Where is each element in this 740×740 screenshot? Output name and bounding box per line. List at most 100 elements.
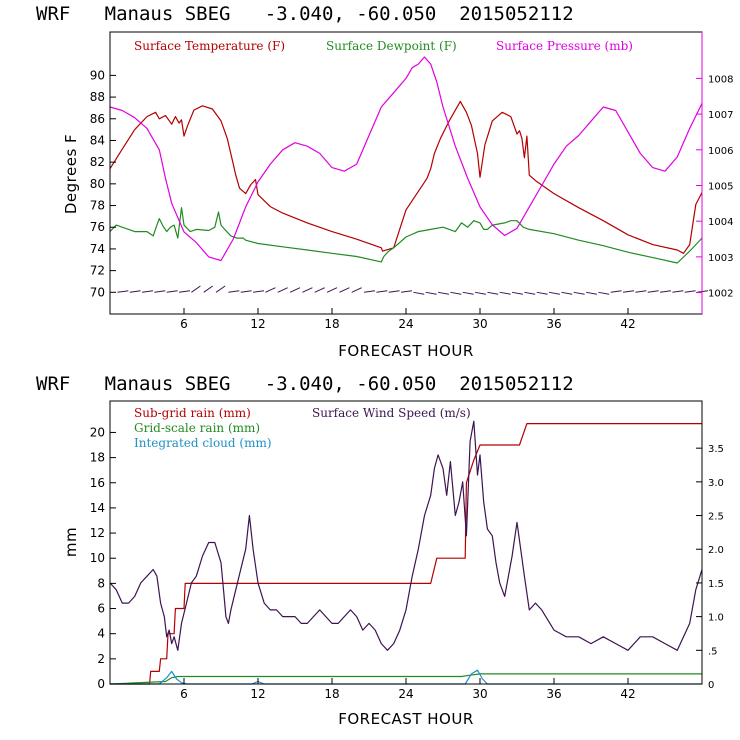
x-tick-label: 6 <box>180 317 188 331</box>
x-tick-label: 36 <box>546 687 561 701</box>
wind-barb <box>524 291 536 295</box>
wind-barb <box>561 291 573 295</box>
wind-barb <box>659 290 672 293</box>
wind-barb <box>548 291 560 295</box>
y-tick-label: 74 <box>90 242 105 256</box>
wind-barb <box>450 291 462 295</box>
wind-barbs <box>117 285 709 295</box>
legend-integrated-cloud: Integrated cloud (mm) <box>134 436 272 450</box>
series-line-integrated-cloud <box>110 669 702 685</box>
y-tick-label: 2 <box>97 652 105 666</box>
y2-tick-label: 2.5 <box>708 512 724 523</box>
wind-barb <box>166 290 178 293</box>
panel1-y-axis-label: Degrees F <box>62 134 80 214</box>
wind-barb <box>573 291 585 295</box>
legend-surface-temperature: Surface Temperature (F) <box>134 39 285 53</box>
y-tick-label: 90 <box>90 68 105 82</box>
wind-barb <box>141 290 154 293</box>
y-tick-label: 4 <box>97 627 105 641</box>
wind-barb <box>154 290 166 293</box>
wind-barb <box>647 290 659 293</box>
y2-tick-label: 1002 <box>708 289 733 300</box>
wind-barb <box>437 291 449 295</box>
panel2-x-axis-label: FORECAST HOUR <box>338 710 474 728</box>
y2-tick-label: 1005 <box>708 181 733 192</box>
panel2-legend: Sub-grid rain (mm) Grid-scale rain (mm) … <box>134 406 471 450</box>
y-tick-label: 82 <box>90 155 105 169</box>
y-tick-label: 86 <box>90 112 105 126</box>
wind-barb <box>585 291 597 295</box>
wind-barb <box>388 290 400 293</box>
x-tick-label: 42 <box>620 317 635 331</box>
wind-barb <box>672 290 684 293</box>
y-tick-label: 72 <box>90 264 105 278</box>
x-tick-label: 24 <box>398 687 413 701</box>
panel2-ticks: 6 12 18 24 30 36 42024681012141618200.51.01.52… <box>90 425 724 701</box>
y-tick-label: 14 <box>90 501 105 515</box>
panel1-title: WRF Manaus SBEG -3.040, -60.050 20150521… <box>36 3 574 25</box>
y2-tick-label: 1.0 <box>708 613 724 624</box>
series-line-surface-temperature <box>109 100 703 254</box>
legend-subgrid-rain: Sub-grid rain (mm) <box>134 406 251 420</box>
wind-barb <box>117 290 129 293</box>
temperature-panel: WRF Manaus SBEG -3.040, -60.050 20150521… <box>36 3 733 360</box>
series-line-surface-wind-speed <box>109 420 703 651</box>
wind-barb <box>178 290 191 293</box>
y-tick-label: 8 <box>97 576 105 590</box>
series-line-surface-pressure <box>109 56 703 262</box>
y2-tick-label: 2.0 <box>708 545 724 556</box>
x-tick-label: 30 <box>472 687 487 701</box>
wind-barb <box>302 287 313 293</box>
wind-barb <box>610 290 622 293</box>
x-tick-label: 12 <box>250 317 265 331</box>
wind-barb <box>339 287 350 293</box>
panel2-frame <box>109 400 703 685</box>
wind-barb <box>487 291 499 295</box>
y-tick-label: 78 <box>90 199 105 213</box>
wind-barb <box>635 290 647 293</box>
wind-barb <box>462 291 474 295</box>
wind-barb <box>265 287 276 293</box>
y2-tick-label: 1006 <box>708 146 733 157</box>
y-tick-label: 16 <box>90 476 105 490</box>
wind-barb <box>191 285 201 293</box>
y2-tick-label: 1003 <box>708 253 733 264</box>
wind-barb <box>314 287 325 293</box>
x-tick-label: 30 <box>472 317 487 331</box>
wind-barb <box>598 291 610 295</box>
wind-barb <box>240 290 252 293</box>
x-tick-label: 12 <box>250 687 265 701</box>
y-tick-label: 70 <box>90 285 105 299</box>
precipitation-panel: WRF Manaus SBEG -3.040, -60.050 20150521… <box>36 373 724 728</box>
legend-surface-wind-speed: Surface Wind Speed (m/s) <box>312 406 471 420</box>
legend-gridscale-rain: Grid-scale rain (mm) <box>134 421 260 435</box>
x-tick-label: 6 <box>180 687 188 701</box>
y2-tick-label: 1007 <box>708 110 733 121</box>
y-tick-label: 6 <box>97 602 105 616</box>
y2-tick-label: 3.5 <box>708 444 724 455</box>
wind-barb <box>511 291 523 295</box>
x-tick-label: 42 <box>620 687 635 701</box>
series-line-grid-scale-rain <box>109 673 702 685</box>
wind-barb <box>363 290 376 293</box>
wind-barb <box>326 287 338 293</box>
series-line-sub-grid-rain <box>110 423 702 685</box>
y-tick-label: 10 <box>90 551 105 565</box>
wind-barb <box>252 290 265 293</box>
wind-barb <box>203 285 213 293</box>
wind-barb <box>277 287 288 293</box>
wind-barb <box>376 290 388 293</box>
wind-barb <box>499 291 511 295</box>
wind-barb <box>696 290 709 293</box>
y2-tick-label: 1004 <box>708 217 733 228</box>
wind-barb <box>215 285 226 293</box>
panel1-frame <box>109 31 703 315</box>
wind-barb <box>400 290 413 293</box>
wind-barb <box>622 290 635 293</box>
x-tick-label: 18 <box>324 317 339 331</box>
y2-tick-label: 1008 <box>708 74 733 85</box>
y-tick-label: 88 <box>90 90 105 104</box>
x-tick-label: 36 <box>546 317 561 331</box>
wind-barb <box>474 291 486 295</box>
y-tick-label: 84 <box>90 133 105 147</box>
